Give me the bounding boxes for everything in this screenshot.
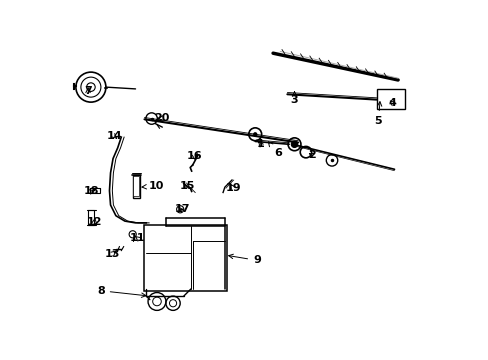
Circle shape [291,141,297,148]
Text: 3: 3 [290,91,298,105]
Text: 7: 7 [84,86,92,96]
Text: 9: 9 [228,254,261,265]
FancyBboxPatch shape [144,225,226,291]
Bar [133,176,139,196]
Text: 15: 15 [179,181,195,191]
Text: 6: 6 [268,142,281,158]
Text: 11: 11 [129,233,145,243]
Text: 17: 17 [175,204,190,214]
Text: 19: 19 [225,183,241,193]
Text: 4: 4 [388,98,396,108]
Bar [376,89,405,109]
Text: 14: 14 [106,131,122,141]
Text: 2: 2 [308,150,316,160]
Bar [88,210,94,225]
Text: 5: 5 [374,102,382,126]
Text: 20: 20 [154,113,169,123]
Bar [132,175,140,198]
Circle shape [253,132,257,136]
Text: 12: 12 [86,217,102,227]
Text: 10: 10 [142,181,163,191]
Text: 13: 13 [104,249,120,259]
Text: 18: 18 [83,186,99,197]
Text: 1: 1 [256,139,264,149]
Bar [90,188,100,193]
Text: 8: 8 [97,286,146,297]
Text: 16: 16 [186,151,202,161]
